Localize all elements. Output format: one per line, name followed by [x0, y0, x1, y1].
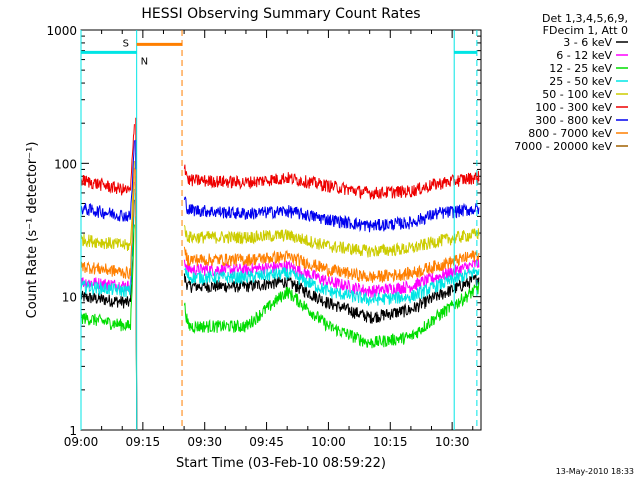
y-tick-label: 10 — [62, 291, 77, 305]
legend-header-0: Det 1,3,4,5,6,9, — [542, 12, 628, 25]
x-tick-label: 10:15 — [373, 435, 408, 449]
plot-frame — [80, 29, 482, 431]
y-tick-label: 100 — [54, 157, 77, 171]
legend-entry-3: 25 - 50 keV — [549, 75, 612, 88]
legend-entry-8: 7000 - 20000 keV — [514, 140, 612, 153]
annotation-label-S: S — [123, 38, 129, 49]
x-tick-label: 09:00 — [64, 435, 99, 449]
y-tick-label: 1000 — [46, 24, 77, 38]
legend-entry-6: 300 - 800 keV — [535, 114, 612, 127]
x-tick-label: 10:00 — [311, 435, 346, 449]
legend-entry-0: 3 - 6 keV — [563, 36, 612, 49]
annotation-label-N: N — [141, 56, 148, 67]
legend-entry-2: 12 - 25 keV — [549, 62, 612, 75]
series-line-0 — [80, 192, 480, 431]
x-tick-label: 09:15 — [126, 435, 161, 449]
y-axis-label: Count Rate (s⁻¹ detector⁻¹) — [25, 142, 40, 319]
x-tick-label: 09:30 — [187, 435, 222, 449]
legend-entry-7: 800 - 7000 keV — [528, 127, 612, 140]
legend-header-1: FDecim 1, Att 0 — [543, 24, 628, 37]
x-tick-label: 09:45 — [249, 435, 284, 449]
chart-title: HESSI Observing Summary Count Rates — [141, 6, 420, 22]
legend-entry-4: 50 - 100 keV — [542, 88, 612, 101]
y-tick-label: 1 — [69, 424, 77, 438]
x-axis-label: Start Time (03-Feb-10 08:59:22) — [176, 456, 386, 471]
series-line-2 — [80, 216, 480, 431]
legend-entry-5: 100 - 300 keV — [535, 101, 612, 114]
footer-date: 13-May-2010 18:33 — [555, 467, 634, 476]
x-tick-label: 10:30 — [435, 435, 470, 449]
legend-entry-1: 6 - 12 keV — [556, 49, 612, 62]
